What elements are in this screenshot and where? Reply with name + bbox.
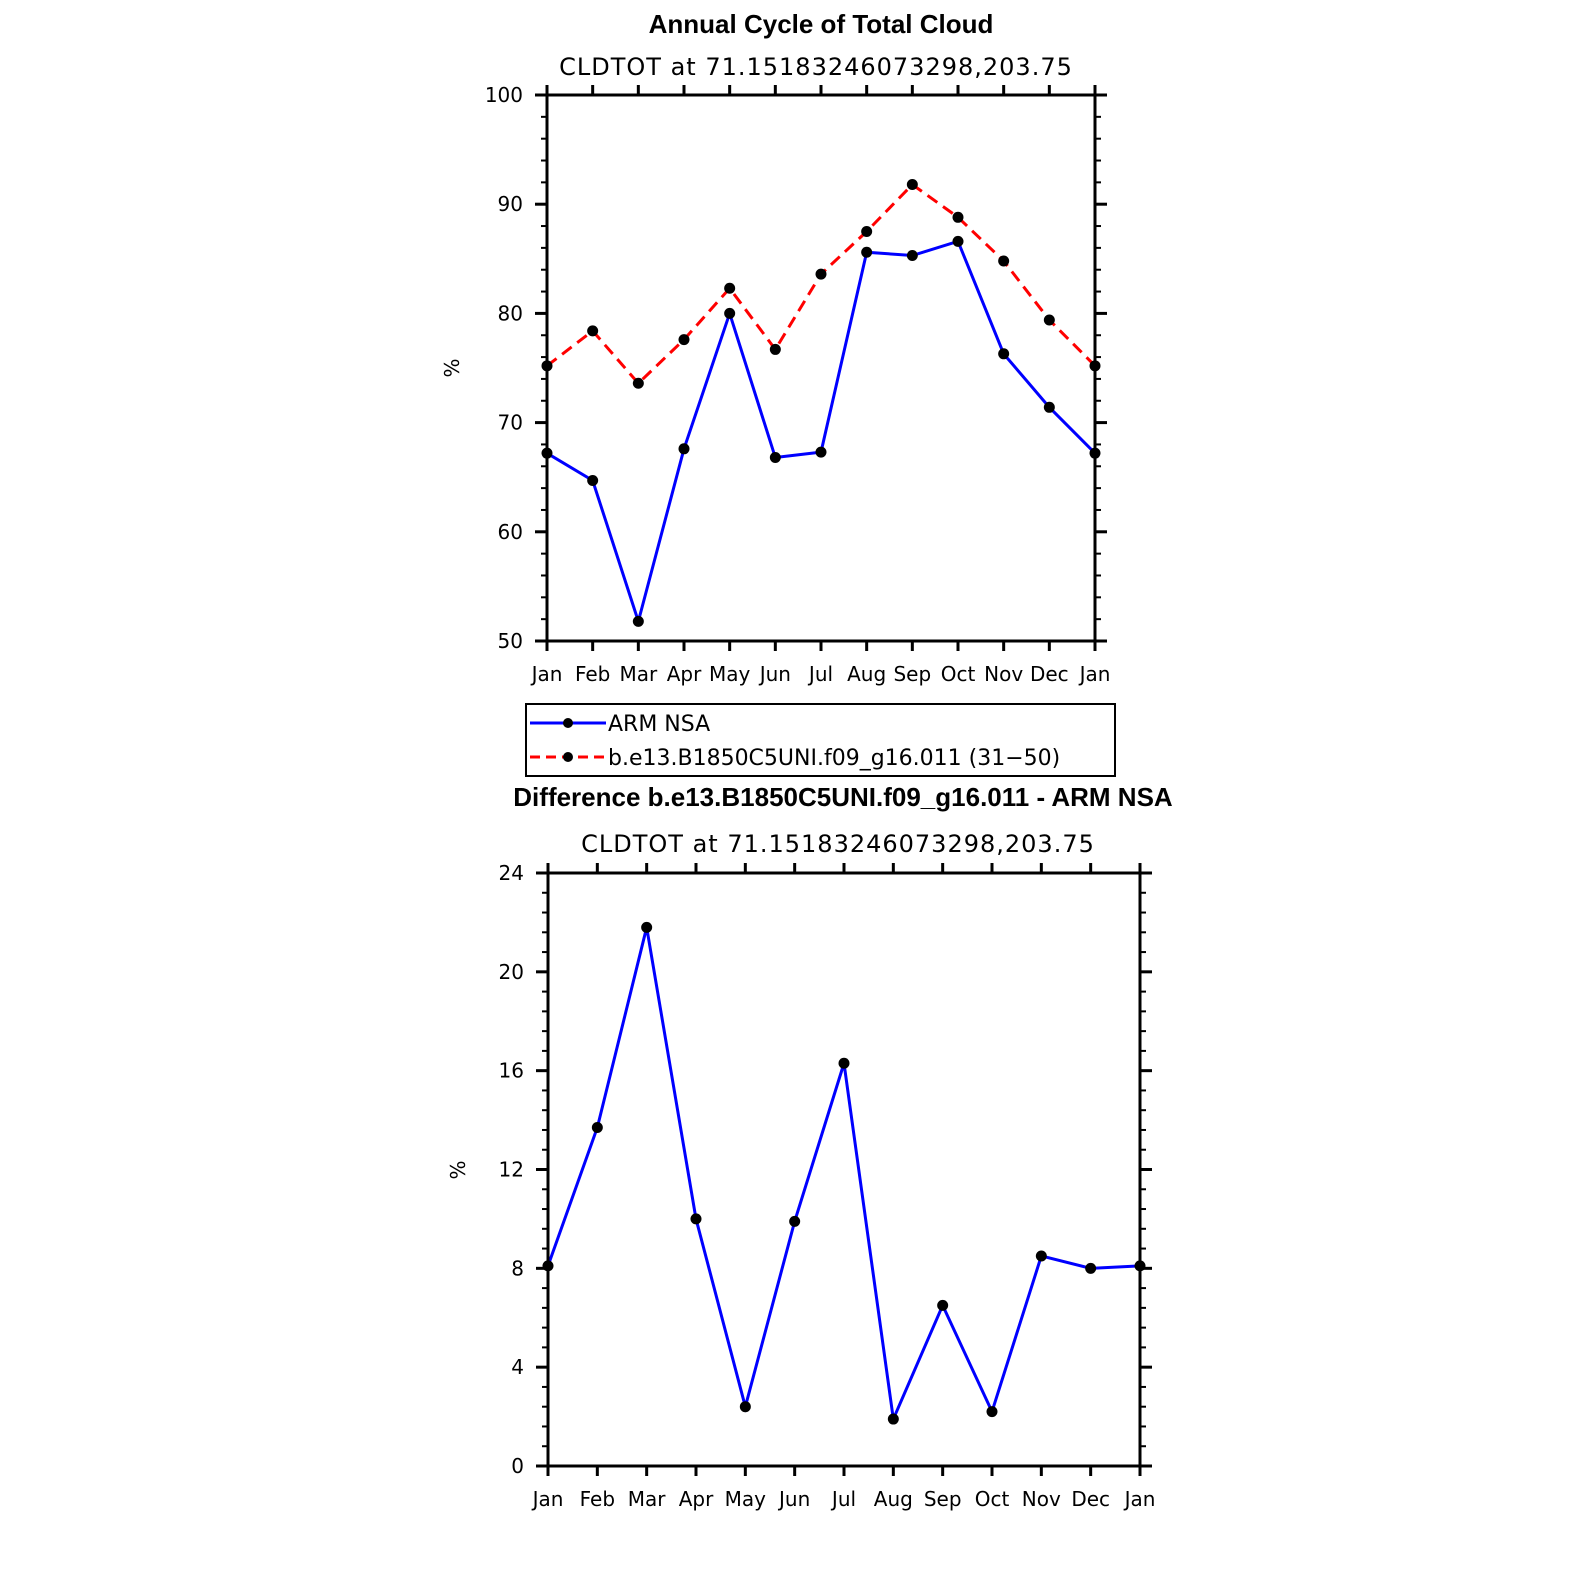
chart1-ytick-label: 70 (498, 411, 523, 435)
chart1-xtick-label: Jul (807, 662, 833, 686)
chart1-frame (545, 93, 1097, 643)
chart1-series-0-point (1043, 401, 1055, 413)
chart2-subtitle: CLDTOT at 71.15183246073298,203.75 (581, 830, 1095, 858)
legend-arm-label: ARM NSA (608, 712, 710, 737)
legend: ARM NSA b.e13.B1850C5UNI.f09_g16.011 (31… (525, 703, 1116, 777)
chart2-series-0-point (986, 1406, 998, 1418)
chart2-ytick-label: 0 (511, 1454, 524, 1478)
chart2-frame (546, 871, 1142, 1468)
chart1-xtick-label: May (709, 662, 751, 686)
chart1-xtick-label: Oct (941, 662, 976, 686)
chart1-series-1-point (1043, 314, 1055, 326)
chart2-ytick-label: 4 (511, 1355, 524, 1379)
chart1-xtick-label: Aug (847, 662, 886, 686)
chart1-ylabel: % (440, 358, 464, 377)
chart1-xtick-label: Apr (667, 662, 702, 686)
chart1-series-1-point (632, 377, 644, 389)
chart2-ylabel: % (446, 1160, 470, 1179)
chart1-series-0-point (952, 235, 964, 247)
chart1-xtick-label: Jan (530, 662, 563, 686)
chart1-xtick-label: Nov (984, 662, 1023, 686)
chart1-series-line-1 (546, 182, 1097, 386)
chart1-ytick-label: 90 (498, 192, 523, 216)
chart2-xtick-label: Nov (1022, 1487, 1061, 1511)
chart1-series-1-point (769, 343, 781, 355)
chart1-series-1-point (861, 226, 873, 237)
chart1-series-0-point (998, 348, 1010, 360)
chart1-series-0-point (861, 246, 873, 258)
chart1-ytick-label: 80 (498, 301, 523, 325)
chart2-xtick-label: Sep (924, 1487, 962, 1511)
chart1-xtick-label: Mar (619, 662, 658, 686)
chart1-series-0-point (906, 250, 918, 262)
chart2-series-line-0 (546, 926, 1141, 1425)
legend-model-marker (563, 752, 573, 762)
chart1-xtick-label: Sep (893, 662, 931, 686)
chart1-series-line-0 (546, 239, 1097, 627)
chart1-title: Annual Cycle of Total Cloud (649, 9, 994, 39)
chart1-series-1-point (587, 325, 599, 337)
chart2-series-0-point (937, 1299, 949, 1311)
chart2-ytick-label: 24 (499, 861, 524, 885)
chart2-xtick-label: Aug (874, 1487, 913, 1511)
chart1-series-1-point (998, 255, 1010, 267)
chart2-xtick-label: Jul (830, 1487, 856, 1511)
chart2-xtick-label: Jun (777, 1487, 810, 1511)
chart1-series-1-point (678, 334, 690, 346)
chart1-series-0-point (769, 452, 781, 464)
chart2-ytick-label: 8 (511, 1256, 524, 1280)
chart2-ytick-label: 16 (499, 1059, 524, 1083)
chart1-xtick-label: Dec (1030, 662, 1069, 686)
chart2-xtick-label: Apr (679, 1487, 714, 1511)
chart2-series-0-point (739, 1401, 751, 1413)
legend-arm-marker (563, 718, 573, 728)
legend-box (525, 703, 1116, 777)
chart2-series-0-point (690, 1213, 702, 1225)
chart2-series-0-point (1085, 1262, 1097, 1274)
chart1-ytick-label: 100 (485, 83, 523, 107)
chart1-series-0-point (678, 443, 690, 455)
chart2-ytick-label: 20 (499, 960, 524, 984)
chart1-xtick-label: Jun (758, 662, 791, 686)
chart2-xtick-label: Oct (975, 1487, 1010, 1511)
chart2-series-0-point (641, 921, 653, 933)
chart2-xtick-label: Jan (1123, 1487, 1156, 1511)
chart2-title: Difference b.e13.B1850C5UNI.f09_g16.011 … (513, 782, 1173, 812)
chart1-series-0-point (587, 474, 599, 486)
chart2-ytick-label: 12 (499, 1158, 524, 1182)
chart1-series-1-point (724, 282, 736, 294)
chart2-xtick-label: Feb (580, 1487, 615, 1511)
chart2-series-0-point (1035, 1250, 1047, 1262)
chart1-series-0-point (724, 307, 736, 319)
chart1-series-0-point (815, 446, 827, 458)
chart2-xtick-label: Jan (531, 1487, 564, 1511)
chart1-xtick-label: Feb (575, 662, 610, 686)
chart2-series-0-point (591, 1121, 603, 1133)
chart2-series-0-point (838, 1057, 850, 1069)
annual-cycle-chart: Annual Cycle of Total Cloud CLDTOT at 71… (440, 9, 1110, 686)
chart2-series-0-point (887, 1413, 899, 1425)
chart1-series-1-point (906, 179, 918, 191)
chart1-xtick-label: Jan (1078, 662, 1111, 686)
chart1-series-0-point (632, 615, 644, 627)
chart2-xtick-label: Mar (628, 1487, 667, 1511)
chart2-series-0-point (789, 1215, 801, 1227)
chart1-ytick-label: 60 (498, 520, 523, 544)
chart2-xtick-label: May (725, 1487, 767, 1511)
chart1-subtitle: CLDTOT at 71.15183246073298,203.75 (559, 53, 1073, 81)
chart1-series-1-point (815, 268, 827, 280)
difference-chart: Difference b.e13.B1850C5UNI.f09_g16.011 … (446, 782, 1173, 1511)
chart1-ytick-label: 50 (498, 629, 523, 653)
chart1-series-1-point (952, 211, 964, 223)
legend-model-label: b.e13.B1850C5UNI.f09_g16.011 (31−50) (608, 746, 1060, 771)
chart2-xtick-label: Dec (1071, 1487, 1110, 1511)
